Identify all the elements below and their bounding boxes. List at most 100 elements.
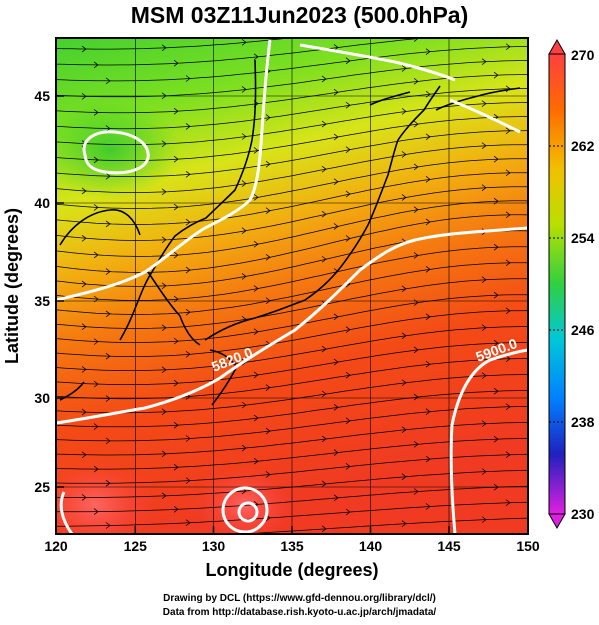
streamline-arrow <box>185 350 191 358</box>
streamline-arrow <box>401 520 407 527</box>
y-tick-label: 45 <box>34 88 50 104</box>
streamline <box>56 200 528 257</box>
x-tick-label: 135 <box>280 538 304 554</box>
streamline-arrow <box>185 170 191 178</box>
streamline-arrow <box>241 86 247 93</box>
chart-title: MSM 03Z11Jun2023 (500.0hPa) <box>130 2 469 28</box>
streamline-arrow <box>425 266 431 273</box>
streamline-arrow <box>401 194 407 201</box>
streamline-arrow <box>161 188 167 196</box>
x-tick-label: 130 <box>202 538 226 554</box>
streamline-arrow <box>185 266 191 274</box>
streamline-arrow <box>81 408 87 416</box>
streamline <box>56 453 528 484</box>
streamline-arrow <box>505 403 511 411</box>
streamline-arrow <box>105 77 111 85</box>
streamline-arrow <box>93 295 99 303</box>
streamline-arrow <box>425 133 431 141</box>
streamline-arrow <box>505 211 511 219</box>
cool-region-nw <box>56 100 180 200</box>
streamline <box>56 172 528 225</box>
streamline-arrow <box>93 204 99 211</box>
streamline-arrow <box>93 109 99 116</box>
streamline <box>56 116 528 161</box>
streamline-arrow <box>81 494 87 501</box>
streamline-arrow <box>321 210 327 218</box>
streamline-arrow <box>105 479 111 487</box>
streamline <box>56 437 528 470</box>
y-tick-labels: 25 30 35 40 45 <box>34 88 50 495</box>
streamline-arrow <box>265 427 271 435</box>
streamline-arrow <box>185 123 191 130</box>
streamline <box>56 501 528 527</box>
streamline-arrow <box>173 107 179 115</box>
streamline-arrow <box>493 339 499 347</box>
streamline-arrow <box>321 390 327 398</box>
streamline <box>56 374 528 414</box>
colorbar-top-arrow <box>548 38 566 55</box>
streamline-arrow <box>241 273 247 280</box>
streamline-arrow <box>505 43 511 51</box>
streamline-arrow <box>173 155 179 163</box>
streamline-arrow <box>345 146 351 153</box>
streamline-arrow <box>161 44 167 52</box>
x-tick-label: 150 <box>516 538 540 554</box>
streamline-arrow <box>333 268 339 275</box>
streamline-arrow <box>401 151 407 158</box>
streamline-arrow <box>105 352 111 360</box>
x-tick-label: 120 <box>44 538 68 554</box>
streamline-arrow <box>333 44 339 51</box>
streamline <box>56 158 528 209</box>
x-tick-label: 125 <box>124 538 148 554</box>
streamline-arrow <box>321 480 327 488</box>
streamline-arrow <box>481 142 487 149</box>
streamline-arrow <box>505 259 511 267</box>
x-tick-label: 145 <box>437 538 461 554</box>
streamline-arrow <box>185 519 191 527</box>
streamline-arrow <box>161 140 167 148</box>
contour-5900 <box>449 348 528 534</box>
colorbar-tick-label: 262 <box>571 138 595 154</box>
streamline-arrow <box>333 403 339 411</box>
streamline <box>56 262 528 315</box>
streamline-arrow <box>505 127 511 135</box>
streamline-arrow <box>81 366 87 373</box>
streamline-arrow <box>173 295 179 303</box>
streamline-arrow <box>93 156 99 164</box>
streamline-arrow <box>321 525 327 533</box>
streamline-arrow <box>105 522 111 529</box>
streamline-arrow <box>161 236 167 244</box>
footer-credit-drawing: Drawing by DCL (https://www.gfd-dennou.o… <box>163 593 436 604</box>
streamline-arrow <box>333 88 339 96</box>
streamline-arrow <box>493 291 499 299</box>
streamline-arrow <box>105 437 111 445</box>
streamline-arrow <box>345 326 351 333</box>
streamline <box>56 88 528 130</box>
streamline-arrow <box>93 61 99 69</box>
streamline-arrow <box>173 505 179 513</box>
streamline-arrow <box>81 280 87 288</box>
streamline-arrow <box>345 235 351 242</box>
streamline-arrow <box>401 285 407 293</box>
streamline <box>56 485 528 513</box>
streamline <box>56 406 528 442</box>
streamline-arrow <box>81 234 87 242</box>
streamline-arrow <box>253 328 259 336</box>
streamline-arrow <box>265 207 271 215</box>
streamline <box>56 60 528 98</box>
streamline <box>56 214 528 273</box>
axis-ticks <box>55 95 529 534</box>
streamline <box>56 469 528 498</box>
streamline-arrow <box>413 488 419 495</box>
streamline-arrow <box>345 57 351 65</box>
streamline-arrow <box>425 360 431 368</box>
colorbar-tick-label: 270 <box>571 47 595 63</box>
y-axis-title: Latitude (degrees) <box>2 208 22 364</box>
streamline-arrow <box>265 384 271 391</box>
streamline <box>56 310 528 357</box>
streamline-arrow <box>81 323 87 331</box>
streamline-arrow <box>333 494 339 502</box>
streamline-arrow <box>413 78 419 85</box>
streamline-arrow <box>481 100 487 107</box>
